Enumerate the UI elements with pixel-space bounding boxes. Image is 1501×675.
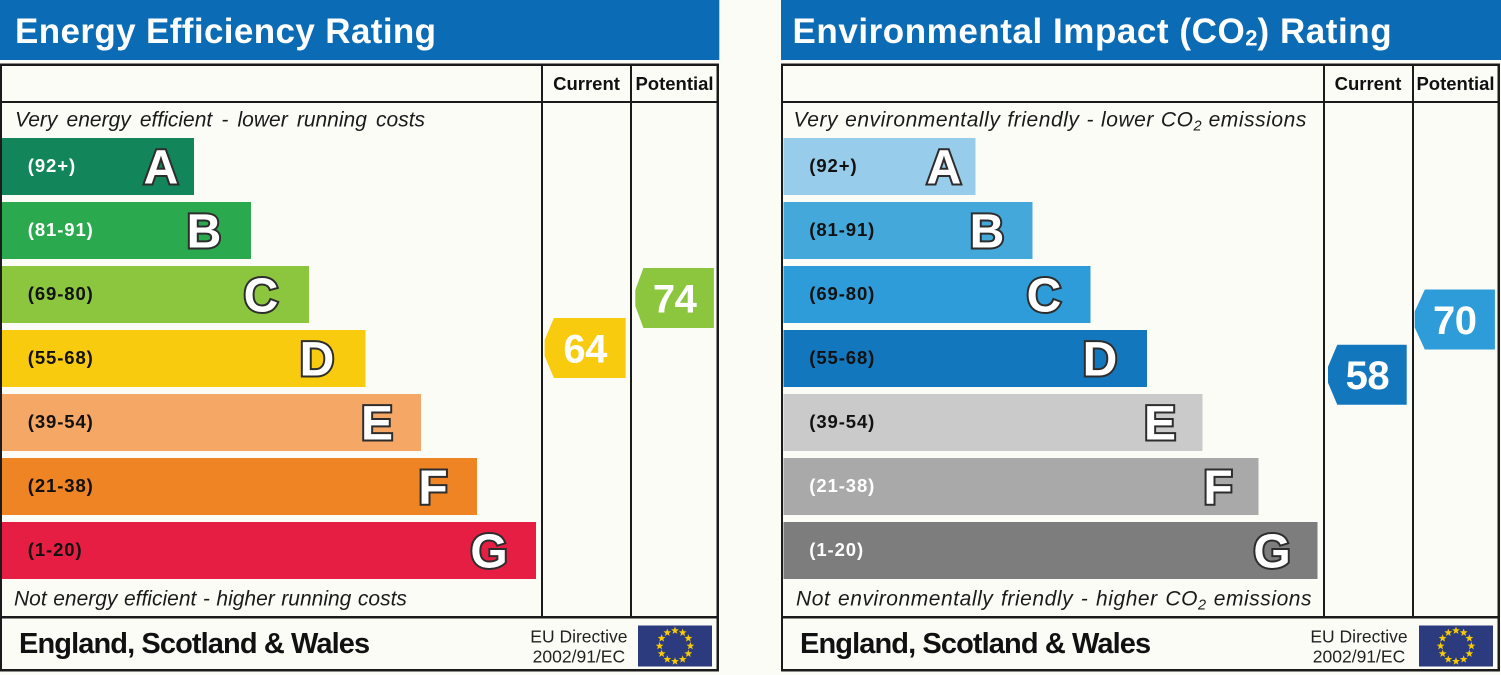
- svg-text:58: 58: [1346, 354, 1390, 398]
- svg-text:A: A: [927, 142, 962, 195]
- svg-text:E: E: [1144, 398, 1176, 451]
- svg-text:2002/91/EC: 2002/91/EC: [533, 647, 625, 667]
- svg-text:(1-20): (1-20): [28, 539, 83, 560]
- svg-text:Potential: Potential: [1416, 73, 1494, 94]
- svg-text:64: 64: [563, 327, 608, 371]
- svg-text:(1-20): (1-20): [809, 539, 864, 560]
- svg-text:C: C: [244, 270, 279, 323]
- svg-text:(21-38): (21-38): [28, 475, 94, 496]
- svg-text:Very environmentally friendly: Very environmentally friendly - lower CO…: [794, 109, 1307, 135]
- svg-text:Energy Efficiency Rating: Energy Efficiency Rating: [15, 12, 436, 51]
- svg-text:EU Directive: EU Directive: [1310, 627, 1407, 647]
- svg-text:D: D: [300, 334, 335, 387]
- svg-text:D: D: [1083, 334, 1118, 387]
- svg-text:Potential: Potential: [635, 73, 713, 94]
- svg-text:(55-68): (55-68): [28, 347, 94, 368]
- svg-text:Not energy efficient - higher: Not energy efficient - higher running co…: [14, 588, 407, 611]
- svg-text:(55-68): (55-68): [809, 347, 875, 368]
- svg-text:Environmental Impact (CO2) Rat: Environmental Impact (CO2) Rating: [793, 12, 1393, 51]
- svg-text:2002/91/EC: 2002/91/EC: [1313, 647, 1405, 667]
- svg-text:(39-54): (39-54): [809, 411, 875, 432]
- svg-text:(92+): (92+): [809, 155, 857, 176]
- svg-text:G: G: [470, 526, 507, 579]
- svg-text:England, Scotland & Wales: England, Scotland & Wales: [800, 628, 1150, 660]
- svg-text:(69-80): (69-80): [809, 283, 875, 304]
- svg-text:G: G: [1253, 526, 1290, 579]
- svg-text:England, Scotland & Wales: England, Scotland & Wales: [19, 628, 369, 660]
- svg-text:C: C: [1027, 270, 1062, 323]
- svg-text:(39-54): (39-54): [28, 411, 94, 432]
- svg-text:F: F: [1203, 462, 1232, 515]
- svg-text:(21-38): (21-38): [809, 475, 875, 496]
- svg-text:(92+): (92+): [28, 155, 76, 176]
- svg-text:Not environmentally friendly -: Not environmentally friendly - higher CO…: [796, 588, 1312, 614]
- svg-text:EU Directive: EU Directive: [530, 627, 627, 647]
- svg-text:74: 74: [653, 277, 698, 321]
- svg-text:E: E: [361, 398, 393, 451]
- svg-text:Current: Current: [553, 73, 620, 94]
- svg-text:(81-91): (81-91): [28, 219, 94, 240]
- svg-text:Current: Current: [1335, 73, 1402, 94]
- svg-text:A: A: [144, 142, 179, 195]
- svg-text:B: B: [970, 206, 1005, 259]
- svg-text:70: 70: [1433, 299, 1477, 343]
- svg-text:Very energy efficient - lower: Very energy efficient - lower running co…: [15, 109, 426, 132]
- svg-text:B: B: [187, 206, 222, 259]
- svg-text:(81-91): (81-91): [809, 219, 875, 240]
- svg-text:F: F: [418, 462, 447, 515]
- svg-text:(69-80): (69-80): [28, 283, 94, 304]
